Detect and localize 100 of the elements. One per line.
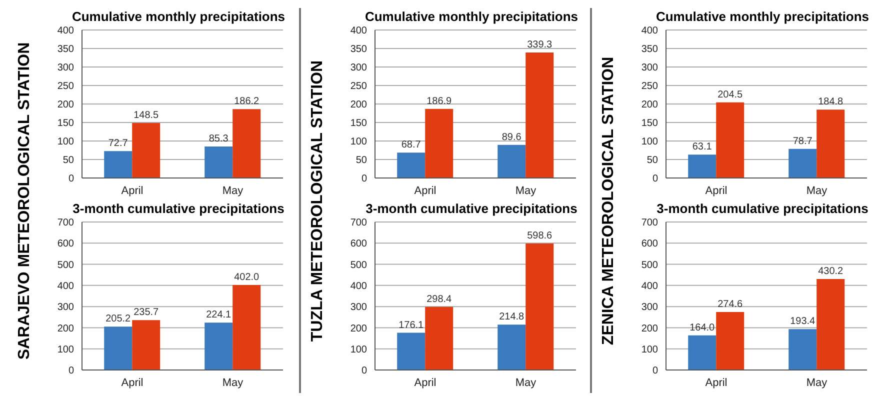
y-tick-label: 200	[350, 100, 368, 111]
y-tick-label: 500	[350, 260, 368, 271]
data-label: 598.6	[527, 230, 553, 242]
data-label: 148.5	[134, 110, 160, 122]
x-tick-label: May	[515, 184, 537, 197]
data-label: 85.3	[208, 133, 229, 144]
y-tick-label: 100	[57, 136, 74, 148]
y-tick-label: 350	[641, 44, 658, 56]
y-tick-label: 350	[57, 44, 74, 56]
bar	[816, 110, 845, 178]
y-tick-label: 300	[641, 62, 658, 74]
y-tick-label: 200	[641, 100, 658, 111]
chart-title: Cumulative monthly precipitations	[364, 8, 580, 26]
chart-title: 3-month cumulative precipitations	[656, 200, 870, 218]
data-label: 430.2	[818, 266, 844, 278]
x-tick-label: May	[515, 376, 537, 389]
data-label: 224.1	[206, 310, 232, 321]
y-tick-label: 300	[57, 62, 74, 74]
y-tick-label: 400	[641, 26, 658, 37]
data-label: 204.5	[718, 89, 744, 100]
y-tick-label: 0	[652, 174, 658, 185]
y-tick-label: 200	[641, 323, 658, 334]
data-label: 214.8	[499, 312, 525, 323]
chart-title: 3-month cumulative precipitations	[364, 200, 578, 218]
x-tick-label: April	[705, 376, 728, 389]
data-label: 184.8	[818, 96, 844, 108]
bar	[716, 102, 744, 178]
y-tick-label: 350	[350, 44, 368, 56]
y-tick-label: 700	[641, 218, 658, 229]
data-label: 298.4	[426, 294, 452, 305]
y-tick-label: 100	[350, 136, 368, 148]
data-label: 164.0	[690, 322, 716, 334]
bar	[132, 123, 160, 178]
y-tick-label: 100	[641, 344, 658, 356]
y-tick-label: 0	[68, 174, 74, 185]
y-axis-title: ZENICA METEOROLOGICAL STATION	[600, 56, 618, 345]
data-label: 402.0	[234, 272, 260, 284]
bar	[498, 324, 526, 370]
data-label: 176.1	[398, 320, 424, 331]
bar	[816, 279, 845, 370]
y-tick-label: 100	[641, 136, 658, 148]
bar	[716, 312, 744, 370]
x-tick-label: May	[222, 184, 244, 197]
bar	[526, 243, 554, 370]
bar	[788, 148, 817, 178]
y-tick-label: 700	[57, 218, 74, 229]
y-tick-label: 150	[641, 118, 658, 130]
data-label: 63.1	[692, 142, 712, 153]
bar	[526, 52, 554, 178]
chart-title: Cumulative monthly precipitations	[70, 8, 286, 26]
y-axis-title: SARAJEVO METEOROLOGICAL STATION	[16, 42, 34, 360]
data-label: 235.7	[134, 307, 160, 318]
data-label: 78.7	[792, 136, 813, 147]
y-tick-label: 0	[361, 174, 368, 185]
y-tick-label: 400	[57, 280, 74, 292]
x-tick-label: May	[806, 376, 828, 389]
bar	[498, 144, 526, 178]
y-tick-label: 700	[350, 218, 368, 229]
x-tick-label: April	[414, 184, 436, 197]
x-tick-label: April	[414, 376, 436, 389]
bar	[104, 151, 132, 178]
chart-title: 3-month cumulative precipitations	[72, 200, 286, 218]
y-tick-label: 400	[350, 26, 368, 37]
y-tick-label: 200	[57, 100, 74, 111]
bar	[104, 326, 132, 370]
bar	[232, 285, 261, 370]
x-tick-label: May	[222, 376, 244, 389]
bar	[688, 335, 716, 370]
y-tick-label: 50	[62, 155, 74, 166]
y-tick-label: 600	[57, 238, 74, 250]
y-tick-label: 250	[641, 81, 658, 92]
y-tick-label: 100	[57, 344, 74, 356]
bar	[397, 332, 426, 370]
y-tick-label: 50	[646, 155, 658, 166]
y-tick-label: 0	[68, 366, 74, 377]
bar	[425, 108, 454, 178]
bar	[397, 152, 426, 178]
y-tick-label: 200	[350, 323, 368, 334]
y-tick-label: 250	[350, 81, 368, 92]
y-tick-label: 100	[350, 344, 368, 356]
y-tick-label: 0	[361, 366, 368, 377]
y-tick-label: 300	[57, 302, 74, 314]
data-label: 186.9	[426, 96, 452, 107]
y-tick-label: 600	[641, 238, 658, 250]
y-tick-label: 500	[57, 260, 74, 271]
y-tick-label: 50	[356, 155, 368, 166]
y-axis-title: TUZLA METEOROLOGICAL STATION	[309, 60, 327, 342]
data-label: 339.3	[527, 39, 553, 50]
x-tick-label: May	[806, 184, 828, 197]
y-tick-label: 500	[641, 260, 658, 271]
y-tick-label: 300	[641, 302, 658, 314]
y-tick-label: 0	[652, 366, 658, 377]
data-label: 193.4	[790, 316, 816, 328]
data-label: 205.2	[106, 314, 132, 325]
data-label: 89.6	[502, 132, 522, 143]
data-label: 68.7	[401, 140, 422, 151]
y-tick-label: 400	[350, 280, 368, 292]
bar	[204, 322, 233, 370]
data-label: 186.2	[234, 96, 260, 108]
bar	[232, 109, 261, 178]
